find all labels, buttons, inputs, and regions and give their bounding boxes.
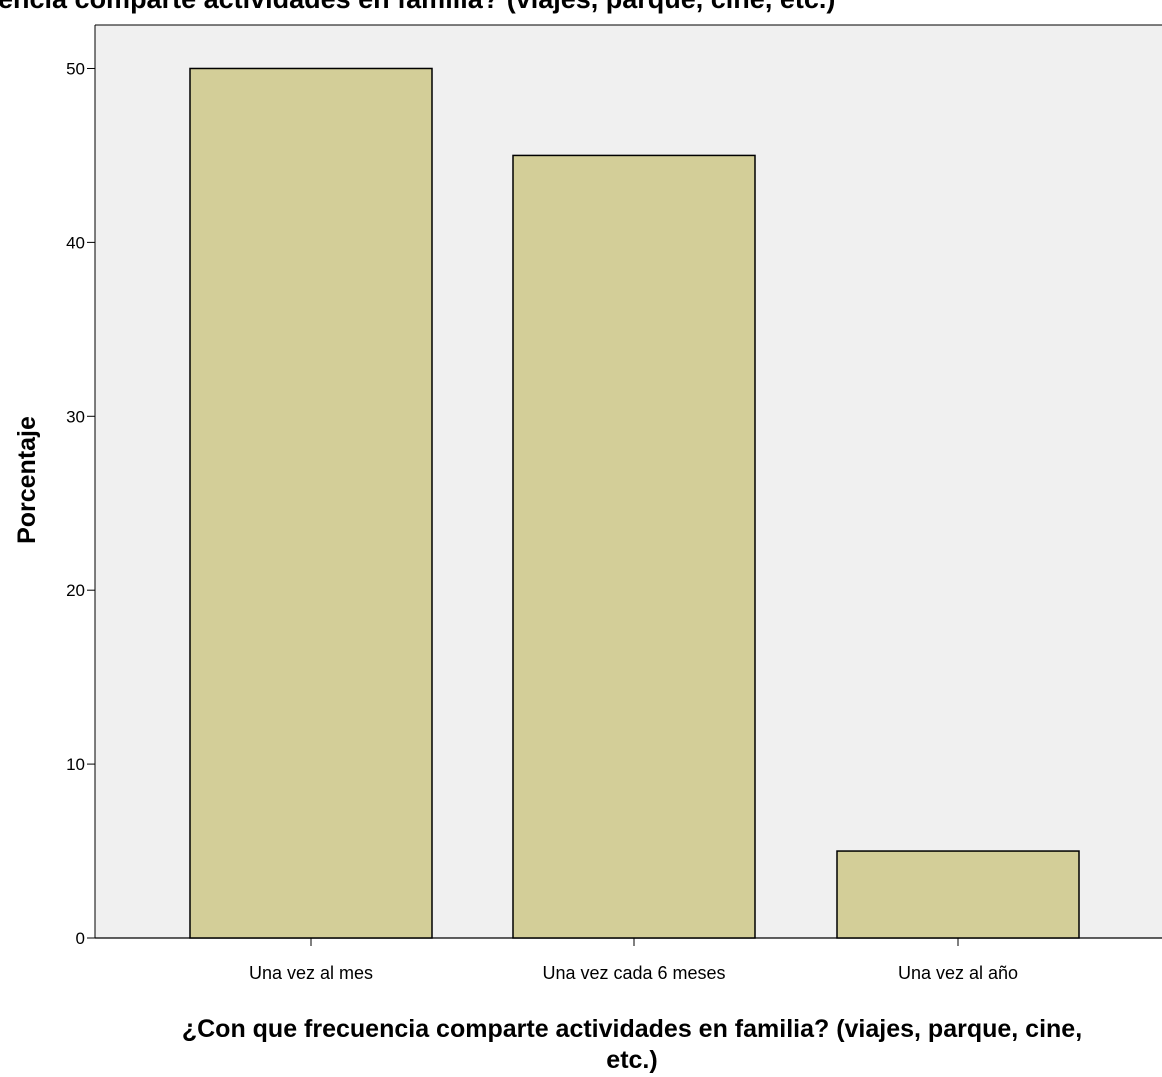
y-ticks: 0 10 20 30 40 50 bbox=[66, 59, 95, 948]
y-axis-title: Porcentaje bbox=[13, 416, 41, 544]
chart-title: ¿Con que frecuencia comparte actividades… bbox=[0, 0, 835, 14]
x-tick-label: Una vez al año bbox=[898, 963, 1018, 983]
x-axis-title-line-1: ¿Con que frecuencia comparte actividades… bbox=[182, 1015, 1082, 1043]
x-tick-label: Una vez al mes bbox=[249, 963, 373, 983]
y-tick-label: 50 bbox=[66, 59, 85, 78]
x-tick-label: Una vez cada 6 meses bbox=[542, 963, 725, 983]
y-tick-label: 0 bbox=[76, 929, 85, 948]
bar bbox=[189, 67, 433, 939]
bars bbox=[189, 67, 1080, 939]
x-axis-title-line-2: etc.) bbox=[606, 1046, 657, 1074]
x-ticks: Una vez al mes Una vez cada 6 meses Una ve… bbox=[249, 938, 1018, 983]
y-tick-label: 40 bbox=[66, 233, 85, 252]
y-tick-label: 10 bbox=[66, 755, 85, 774]
bar bbox=[836, 850, 1080, 939]
y-tick-label: 30 bbox=[66, 407, 85, 426]
bar bbox=[512, 154, 756, 939]
y-tick-label: 20 bbox=[66, 581, 85, 600]
